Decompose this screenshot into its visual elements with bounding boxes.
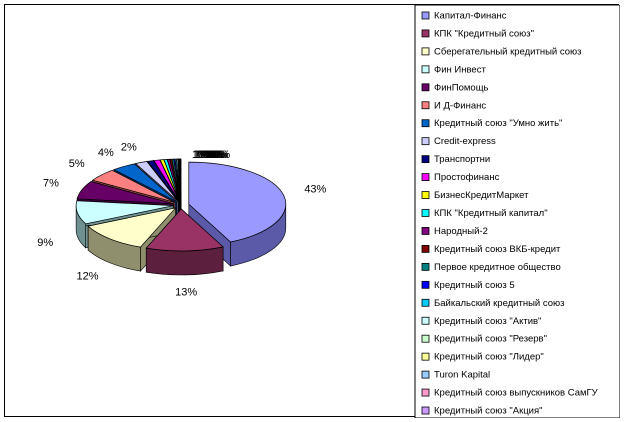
legend-entry: Turon Kapital (434, 370, 490, 381)
pie-data-label: 7% (43, 177, 59, 189)
legend: Капитал-Финанс КПК "Кредитный союз" Сберег… (414, 5, 620, 418)
pie-tops (75, 158, 287, 252)
pie-data-label: 43% (304, 184, 326, 196)
legend-swatch (421, 370, 430, 379)
chart-frame: 43% 13% 12% 9% 7% 5% 4% 2% 1% 1% 1% 0% 0% 0% 0% 0% 0% 0% 0… (4, 4, 620, 418)
legend-swatch (421, 83, 430, 92)
legend-swatch (421, 11, 430, 20)
legend-entry: Простофинанс (434, 172, 500, 183)
pie-data-label: 0% (211, 149, 227, 161)
pie-data-label: 0% (214, 149, 230, 161)
pie-slice-10 (153, 159, 180, 202)
pie-slice-8 (134, 161, 179, 202)
pie-data-label: 0% (200, 149, 216, 161)
legend-entry: Байкальский кредитный союз (434, 298, 564, 309)
legend-swatch (421, 155, 430, 164)
pie-data-label: 12% (76, 271, 98, 283)
legend-swatch (421, 388, 430, 397)
pie-data-label: 4% (98, 147, 114, 159)
legend-entry: БизнесКредитМаркет (434, 190, 529, 201)
pie-data-label: 0% (201, 149, 217, 161)
pie-data-label: 5% (69, 158, 85, 170)
legend-swatch (421, 47, 430, 56)
legend-entry: Кредитный союз ВКБ-кредит (434, 244, 561, 255)
legend-entry: Кредитный союз "Лидер" (434, 352, 544, 363)
pie-data-label: 0% (197, 149, 213, 161)
legend-entry: Кредитный союз выпускников СамГУ (434, 388, 599, 399)
pie-slice-4 (75, 200, 174, 225)
legend-entry: Кредитный союз "Умно жить" (434, 118, 562, 129)
legend-entry: Народный-2 (434, 226, 488, 237)
legend-entry: Капитал-Финанс (434, 10, 507, 21)
pie-data-label: 1% (192, 149, 208, 161)
legend-swatch (421, 173, 430, 181)
legend-entry: ФинПомощь (434, 82, 489, 93)
legend-swatch (421, 406, 430, 415)
legend-swatch (421, 316, 430, 325)
legend-swatch (421, 137, 430, 146)
legend-entry: И Д-Финанс (434, 100, 486, 111)
pie-data-label: 0% (203, 149, 219, 161)
legend-swatch (421, 352, 430, 361)
pie-data-label: 0% (198, 149, 214, 161)
pie-data-label: 0% (206, 149, 222, 161)
pie-slice-7 (113, 163, 177, 202)
legend-entry: Первое кредитное общество (434, 262, 561, 273)
legend-swatch (421, 119, 430, 128)
pie-slice-6 (91, 169, 176, 203)
legend-entry: Фин Инвест (434, 64, 486, 75)
legend-entry: КПК "Кредитный союз" (434, 28, 534, 39)
pie-data-label: 0% (205, 149, 221, 161)
legend-swatch (421, 101, 430, 110)
pie-slice-9 (146, 160, 179, 202)
legend-entry: Кредитный союз "Резерв" (434, 334, 547, 345)
legend-swatch (421, 245, 430, 253)
pie-slice-2 (145, 208, 224, 252)
legend-entry: Кредитный союз "Актив" (434, 316, 541, 327)
pie-data-label: 0% (209, 149, 225, 161)
pie-data-label: 1% (193, 149, 209, 161)
pie-data-label: 0% (213, 149, 229, 161)
legend-swatch (421, 298, 430, 307)
legend-entry: Транспортни (434, 154, 490, 165)
legend-box (414, 5, 620, 418)
legend-swatch (421, 209, 430, 217)
legend-swatch (421, 280, 430, 289)
legend-swatch (421, 334, 430, 343)
legend-swatch (421, 262, 430, 271)
pie-data-label: 0% (208, 149, 224, 161)
legend-swatch (421, 65, 430, 74)
legend-entry: Кредитный союз "Акция" (434, 406, 543, 417)
pie-data-label: 1% (195, 149, 211, 161)
legend-entry: Сберегательный кредитный союз (434, 46, 581, 57)
pie-data-label: 13% (175, 287, 197, 299)
legend-entry: Credit-express (434, 136, 496, 147)
legend-entry: Кредитный союз 5 (434, 280, 515, 291)
legend-swatch (421, 227, 430, 235)
pie-slice-1 (188, 161, 287, 243)
pie-slice-5 (76, 181, 174, 205)
pie-chart: 43%13%12%9%7%5%4% 2%1%1%1%0%0%0%0%0%0%0%0… (37, 5, 620, 418)
pie-data-label: 9% (37, 237, 53, 249)
pie-data-label: 2% (121, 142, 137, 154)
pie-slice-3 (87, 207, 177, 248)
pie-slice-23 (180, 158, 182, 202)
legend-swatch (421, 29, 430, 38)
pie-labels: 43%13%12%9%7%5%4% 2%1%1%1%0%0%0%0%0%0%0%0… (37, 142, 326, 299)
legend-entry: КПК "Кредитный капитал" (434, 208, 548, 219)
legend-swatch (421, 191, 430, 199)
